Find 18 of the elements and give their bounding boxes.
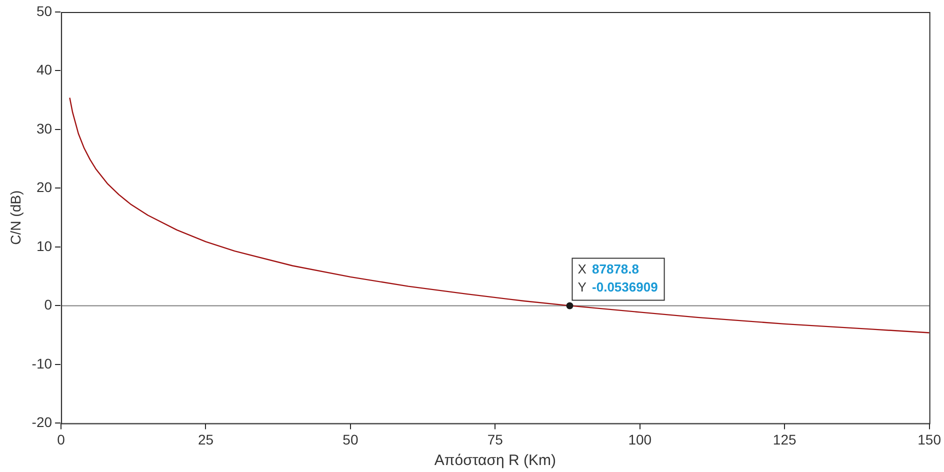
y-tick-label: -20 [32, 414, 52, 430]
x-tick-label: 125 [772, 431, 796, 448]
x-tick-label: 75 [487, 431, 504, 448]
y-tick-label: -10 [32, 355, 52, 372]
y-tick-label: 0 [44, 296, 52, 313]
y-tick-label: 30 [36, 120, 52, 136]
y-tick-label: 10 [36, 238, 52, 254]
y-tick-label: 20 [36, 179, 52, 196]
x-tick-label: 150 [918, 431, 942, 448]
y-tick-label: 40 [36, 62, 52, 78]
x-axis-title: Απόσταση R (Km) [434, 452, 556, 470]
y-axis-title: C/N (dB) [7, 190, 24, 245]
x-tick-label: 0 [57, 431, 66, 448]
x-tick-label: 25 [198, 431, 214, 448]
x-tick-label: 100 [628, 431, 652, 448]
y-tick-label: 50 [36, 2, 52, 19]
annotation: X 87878.8 Y -0.0536909 [578, 261, 658, 294]
x-tick-label: 50 [342, 431, 358, 448]
